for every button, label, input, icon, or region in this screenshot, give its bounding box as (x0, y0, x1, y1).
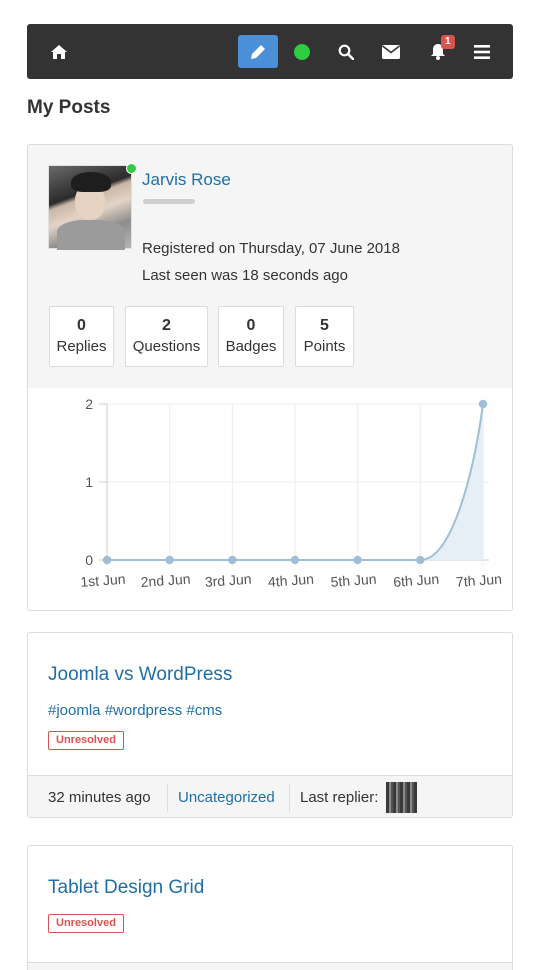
chart-x-tick-label: 5th Jun (330, 571, 377, 590)
post-card: Tablet Design Grid Unresolved (27, 845, 513, 970)
post-footer: 32 minutes ago Uncategorized Last replie… (28, 775, 512, 817)
post-title-link[interactable]: Joomla vs WordPress (48, 664, 233, 685)
chart-data-point (353, 555, 362, 565)
divider (289, 784, 290, 812)
stat-questions[interactable]: 2 Questions (125, 306, 208, 367)
activity-chart: 0 1 2 1st Jun 2nd Jun 3rd Jun 4th Jun 5th Jun 6t… (28, 388, 512, 610)
stat-value: 2 (162, 317, 171, 334)
chart-x-tick-label: 7th Jun (455, 571, 502, 590)
user-rank-bar (143, 199, 195, 204)
stat-replies[interactable]: 0 Replies (49, 306, 114, 367)
chart-data-point (290, 555, 300, 565)
post-tags[interactable]: #joomla #wordpress #cms (48, 702, 223, 719)
chart-x-tick-label: 2nd Jun (140, 571, 191, 590)
chart-area-fill (107, 404, 483, 560)
chart-series-line (107, 403, 484, 561)
chart-data-point (416, 555, 425, 565)
status-badge: Unresolved (48, 914, 124, 933)
pencil-icon (251, 44, 265, 59)
chart-x-tick-label: 3rd Jun (204, 571, 252, 590)
post-footer (28, 962, 512, 970)
chart-y-tick-label: 1 (85, 474, 93, 490)
post-category-link[interactable]: Uncategorized (178, 789, 275, 806)
post-title-link[interactable]: Tablet Design Grid (48, 877, 205, 898)
divider (167, 784, 168, 812)
stat-label: Questions (132, 338, 201, 355)
notification-count-badge: 1 (441, 35, 455, 49)
last-replier-label: Last replier: (300, 789, 379, 806)
online-status-button[interactable] (290, 24, 314, 79)
chart-y-tick-label: 2 (85, 396, 93, 412)
online-status-icon (294, 43, 310, 60)
stat-points[interactable]: 5 Points (295, 306, 354, 367)
search-button[interactable] (334, 24, 358, 79)
envelope-icon (382, 44, 400, 59)
notifications-button[interactable]: 1 (424, 24, 455, 79)
stat-value: 0 (77, 317, 86, 334)
post-time: 32 minutes ago (48, 789, 151, 806)
stat-label: Badges (225, 338, 277, 355)
chart-data-point (228, 555, 237, 565)
chart-data-point (102, 555, 112, 565)
last-seen: Last seen was 18 seconds ago (142, 267, 348, 284)
profile-card: Jarvis Rose Registered on Thursday, 07 J… (27, 144, 513, 611)
stat-badges[interactable]: 0 Badges (218, 306, 284, 367)
chart-x-tick-label: 1st Jun (80, 571, 126, 590)
hamburger-menu-icon (474, 44, 490, 59)
stat-label: Replies (56, 338, 107, 355)
new-post-button[interactable] (238, 35, 278, 68)
chart-x-tick-label: 6th Jun (393, 571, 440, 590)
page-title: My Posts (27, 97, 111, 118)
status-badge: Unresolved (48, 731, 124, 750)
stat-value: 5 (320, 317, 329, 334)
last-replier-avatar[interactable] (386, 782, 417, 813)
chart-x-tick-label: 4th Jun (267, 571, 314, 590)
search-icon (338, 44, 354, 60)
chart-data-point (478, 399, 488, 409)
messages-button[interactable] (377, 24, 405, 79)
registration-date: Registered on Thursday, 07 June 2018 (142, 240, 400, 257)
menu-button[interactable] (469, 24, 495, 79)
home-button[interactable] (43, 24, 75, 79)
home-icon (51, 44, 67, 59)
chart-y-tick-label: 0 (85, 552, 93, 568)
post-card: Joomla vs WordPress #joomla #wordpress #… (27, 632, 513, 818)
stat-label: Points (303, 338, 346, 355)
top-navbar: 1 (27, 24, 513, 79)
online-indicator-icon (126, 163, 137, 174)
chart-data-point (165, 555, 174, 565)
activity-chart-svg: 0 1 2 1st Jun 2nd Jun 3rd Jun 4th Jun 5th Jun 6t… (80, 396, 503, 590)
stat-value: 0 (246, 317, 256, 334)
user-name-link[interactable]: Jarvis Rose (142, 170, 231, 189)
user-avatar[interactable] (48, 165, 132, 250)
